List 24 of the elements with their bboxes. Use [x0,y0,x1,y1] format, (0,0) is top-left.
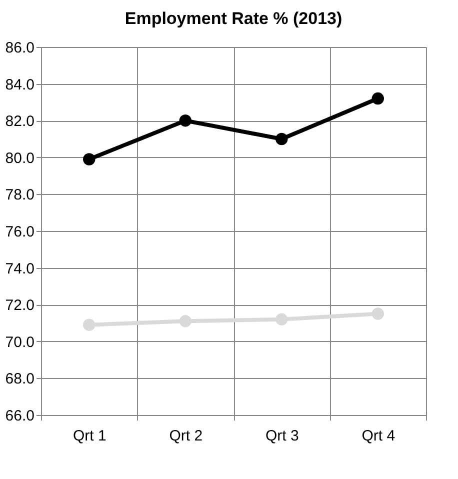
point [179,315,192,328]
y-tick-label: 78.0 [5,186,34,204]
y-tick-label: 72.0 [5,297,34,314]
y-tick-label: 74.0 [5,260,34,278]
point [276,313,288,326]
point [83,153,96,166]
point [276,132,288,146]
x-tick-label: Qrt 2 [169,428,203,444]
point [372,92,384,105]
x-tick-label: Qrt 4 [362,428,396,444]
y-tick-label: 82.0 [5,113,34,130]
x-tick-label: Qrt 1 [72,428,106,444]
x-tick-label: Qrt 3 [265,428,299,444]
point [372,308,384,320]
y-tick-label: 84.0 [5,76,34,94]
y-tick-label: 70.0 [5,334,34,351]
y-tick-label: 66.0 [5,408,34,424]
y-tick-label: 80.0 [5,150,34,167]
point [179,114,192,127]
y-tick-label: 76.0 [5,224,34,240]
point [83,318,96,331]
y-tick-label: 68.0 [5,370,34,388]
y-tick-label: 86.0 [5,40,34,56]
chart-title: Employment Rate % (2013) [124,9,342,28]
